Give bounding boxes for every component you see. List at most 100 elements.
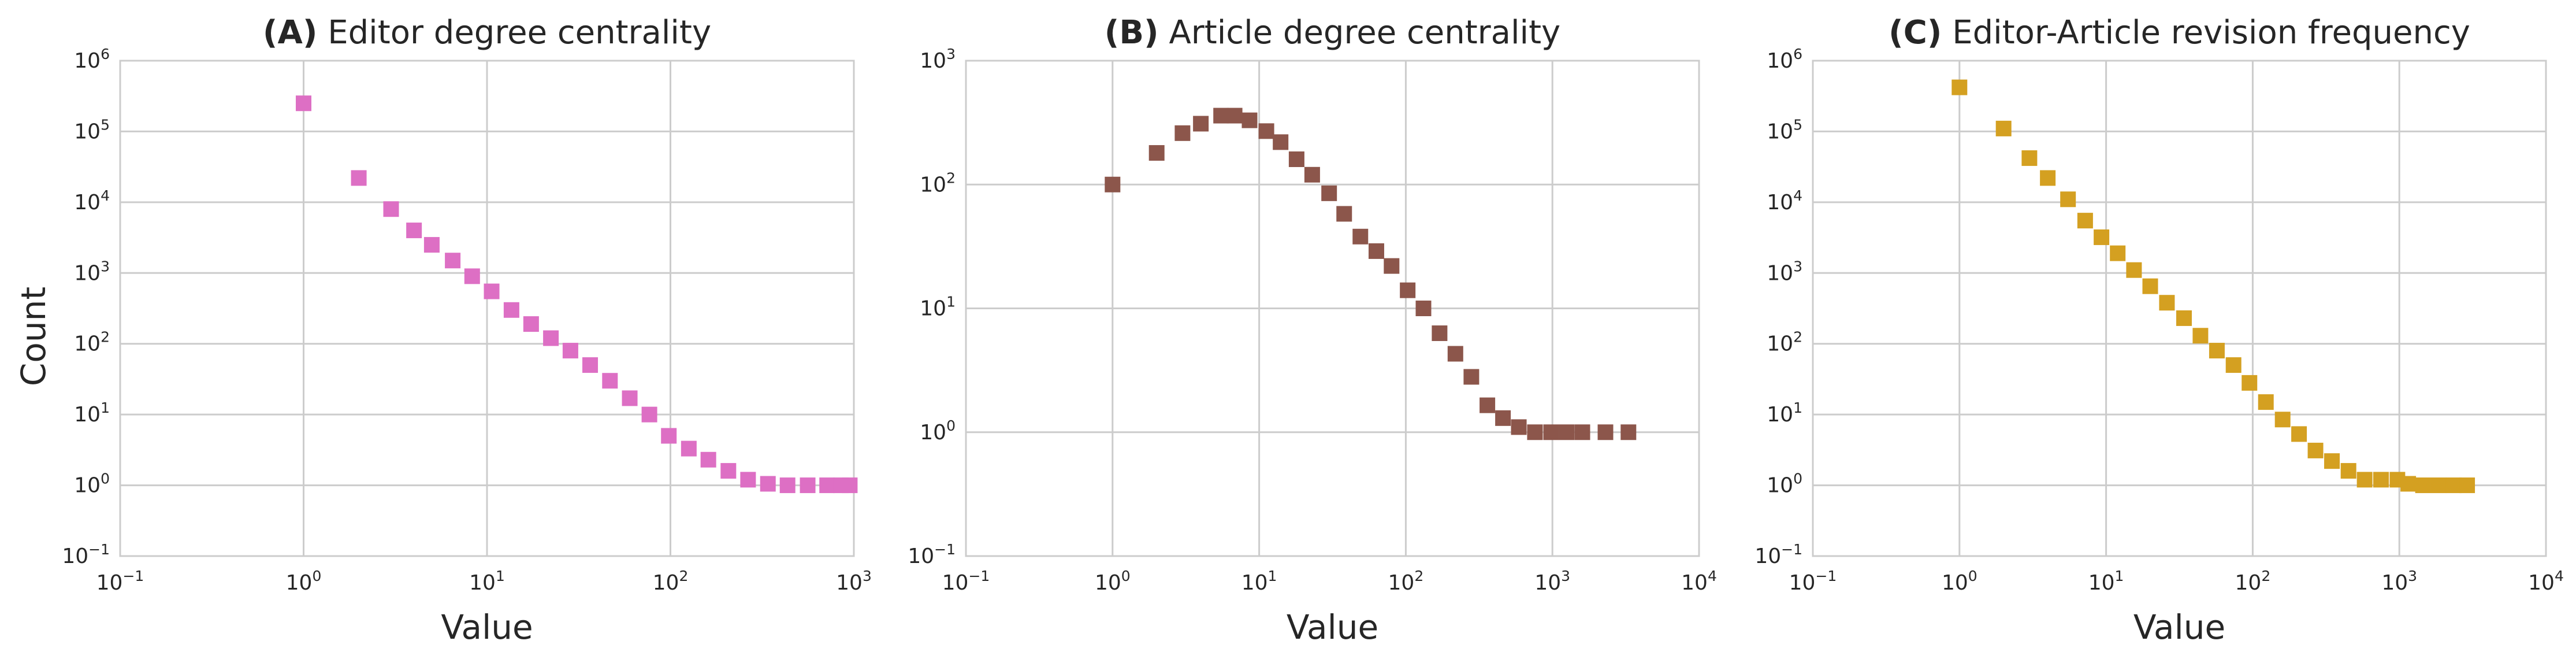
data-point	[1415, 301, 1432, 316]
data-point	[720, 463, 737, 479]
data-point	[2400, 476, 2417, 492]
data-point	[1527, 424, 1543, 440]
y-axis-label: Count	[14, 287, 53, 386]
data-point	[1321, 185, 1337, 201]
x-tick-label: 102	[2235, 568, 2271, 595]
x-tick-label: 103	[1534, 568, 1570, 595]
data-point	[2415, 477, 2431, 494]
y-tick-label: 10−1	[908, 541, 956, 568]
x-tick-label: 100	[1942, 568, 1977, 595]
data-point	[1511, 419, 1527, 435]
data-point	[351, 170, 367, 186]
x-tick-label: 10−1	[96, 568, 144, 595]
plot-frame	[119, 60, 855, 557]
data-point	[1495, 410, 1511, 426]
data-point	[2307, 442, 2324, 458]
y-tick-label: 104	[74, 187, 110, 214]
data-point	[582, 357, 599, 373]
chart-panel-2: 10−1 100 101 102 103 104 10−1 100 101 102 103 (B) A…	[908, 14, 1717, 647]
x-tick-label: 104	[2528, 568, 2564, 595]
data-point	[1304, 166, 1320, 183]
data-point	[1995, 120, 2012, 136]
data-point	[1336, 206, 1352, 222]
data-point	[523, 316, 539, 332]
data-point	[423, 237, 440, 253]
data-point	[1258, 123, 1274, 139]
data-point	[1273, 134, 1289, 150]
data-point	[1574, 424, 1590, 440]
y-tick-label: 100	[920, 417, 956, 445]
data-point	[602, 373, 618, 389]
data-point	[1543, 424, 1559, 440]
data-point	[296, 95, 311, 112]
data-point	[1368, 243, 1384, 259]
x-tick-label: 100	[286, 568, 322, 595]
data-point	[1620, 424, 1637, 440]
data-point	[1193, 116, 1209, 132]
data-point	[543, 330, 559, 346]
y-tick-label: 103	[920, 46, 956, 73]
x-tick-label: 104	[1681, 568, 1717, 595]
x-tick-label: 103	[2381, 568, 2417, 595]
y-tick-label: 106	[74, 46, 110, 73]
y-tick-label: 101	[74, 399, 110, 427]
data-point	[641, 406, 657, 423]
data-point	[800, 477, 816, 494]
data-point	[1400, 282, 1416, 298]
data-point	[2159, 295, 2175, 311]
panel-title-text: Editor-Article revision frequency	[1942, 14, 2470, 51]
data-point	[2445, 477, 2462, 494]
y-tick-label: 105	[74, 116, 110, 143]
x-tick-label: 10−1	[942, 568, 990, 595]
data-point	[2021, 150, 2038, 166]
x-tick-label: 100	[1095, 568, 1131, 595]
data-point	[1352, 228, 1369, 245]
x-tick-label: 101	[469, 568, 505, 595]
data-point	[2291, 426, 2307, 442]
data-point	[779, 477, 796, 494]
data-point	[1288, 151, 1304, 168]
chart-panel-1: 10−1 100 101 102 103 10−1 100 101 102 103 104 105 10…	[62, 14, 872, 647]
data-point	[2110, 245, 2126, 261]
data-point	[2373, 472, 2389, 488]
y-tick-label: 103	[74, 258, 110, 285]
x-axis-label: Value	[441, 608, 533, 647]
y-tick-label: 103	[1767, 258, 1802, 285]
data-point	[1480, 397, 1496, 413]
data-point	[2340, 463, 2356, 479]
data-point	[1384, 258, 1400, 274]
data-point	[1226, 108, 1243, 124]
x-axis-label: Value	[1287, 608, 1378, 647]
data-point	[1432, 325, 1448, 341]
data-point	[1597, 424, 1614, 440]
x-tick-label: 10−1	[1789, 568, 1837, 595]
panel-tag: (B)	[1105, 14, 1159, 51]
y-tick-label: 102	[920, 169, 956, 197]
data-point	[1213, 108, 1229, 124]
data-point	[562, 343, 578, 359]
plot-frame	[965, 60, 1700, 557]
data-point	[2176, 310, 2192, 326]
data-point	[2225, 357, 2242, 373]
data-point	[2274, 412, 2291, 428]
y-tick-label: 100	[74, 471, 110, 498]
y-tick-label: 104	[1767, 187, 1802, 214]
y-tick-label: 102	[1767, 329, 1802, 356]
panel-title: (A) Editor degree centrality	[263, 14, 711, 51]
x-tick-label: 101	[2088, 568, 2124, 595]
data-point	[661, 428, 677, 444]
data-point	[819, 477, 835, 494]
plot-frame	[1812, 60, 2547, 557]
data-point	[2040, 170, 2056, 186]
y-tick-label: 101	[920, 294, 956, 321]
data-point	[622, 390, 638, 406]
panel-tag: (C)	[1889, 14, 1942, 51]
y-tick-label: 100	[1767, 471, 1802, 498]
y-tick-label: 102	[74, 329, 110, 356]
y-tick-label: 105	[1767, 116, 1802, 143]
data-point	[1559, 424, 1575, 440]
panel-title: (B) Article degree centrality	[1105, 14, 1560, 51]
data-point	[2242, 375, 2258, 391]
y-tick-label: 101	[1767, 399, 1802, 427]
data-point	[503, 302, 519, 318]
